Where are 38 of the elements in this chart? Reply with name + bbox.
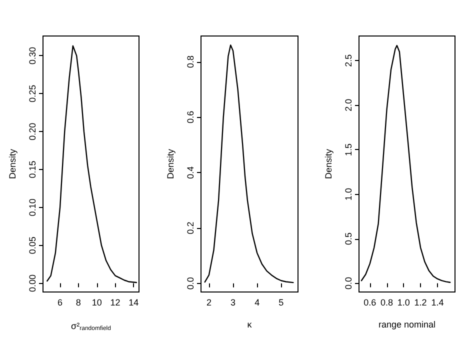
y-tick-label: 0.20 — [28, 122, 38, 140]
y-axis-title: Density — [8, 148, 18, 180]
x-tick-label: 0.8 — [380, 298, 394, 308]
y-tick-label: 0.10 — [28, 198, 38, 216]
y-tick-label: 0.0 — [186, 277, 196, 290]
x-tick-label: 3 — [230, 298, 236, 308]
x-tick-label: 10 — [92, 298, 102, 308]
x-tick-label: 1.0 — [397, 298, 410, 308]
x-tick-label: 0.6 — [364, 298, 376, 308]
y-tick-label: 0.15 — [28, 160, 38, 178]
y-tick-label: 0.2 — [186, 222, 196, 234]
y-tick-label: 0.5 — [344, 232, 354, 246]
x-tick-label: 1.4 — [431, 298, 444, 308]
y-tick-label: 0.05 — [28, 236, 38, 254]
y-axis-title: Density — [166, 148, 176, 180]
x-tick-label: 4 — [254, 298, 260, 308]
y-tick-label: 0.8 — [186, 56, 196, 68]
y-tick-label: 0.30 — [28, 46, 38, 64]
y-tick-label: 1.0 — [344, 188, 354, 200]
x-tick-label: 6 — [58, 298, 63, 308]
x-tick-label: 14 — [128, 298, 139, 308]
x-axis-title: range nominal — [378, 320, 436, 330]
y-axis-title: Density — [324, 148, 334, 180]
y-tick-label: 0.4 — [186, 166, 196, 179]
y-tick-label: 1.5 — [344, 143, 354, 156]
y-tick-label: 2.5 — [344, 54, 354, 67]
x-tick-label: 8 — [76, 298, 81, 308]
y-tick-label: 0.25 — [28, 84, 38, 102]
y-tick-label: 0.00 — [28, 274, 38, 292]
x-tick-label: 12 — [110, 298, 120, 308]
x-tick-label: 2 — [206, 298, 212, 308]
x-axis-title: κ — [247, 320, 252, 330]
y-tick-label: 2.0 — [344, 98, 354, 112]
x-tick-label: 5 — [278, 298, 284, 308]
y-tick-label: 0.6 — [186, 110, 196, 124]
x-tick-label: 1.2 — [414, 298, 427, 308]
y-tick-label: 0.0 — [344, 277, 354, 290]
line-series — [204, 44, 294, 284]
